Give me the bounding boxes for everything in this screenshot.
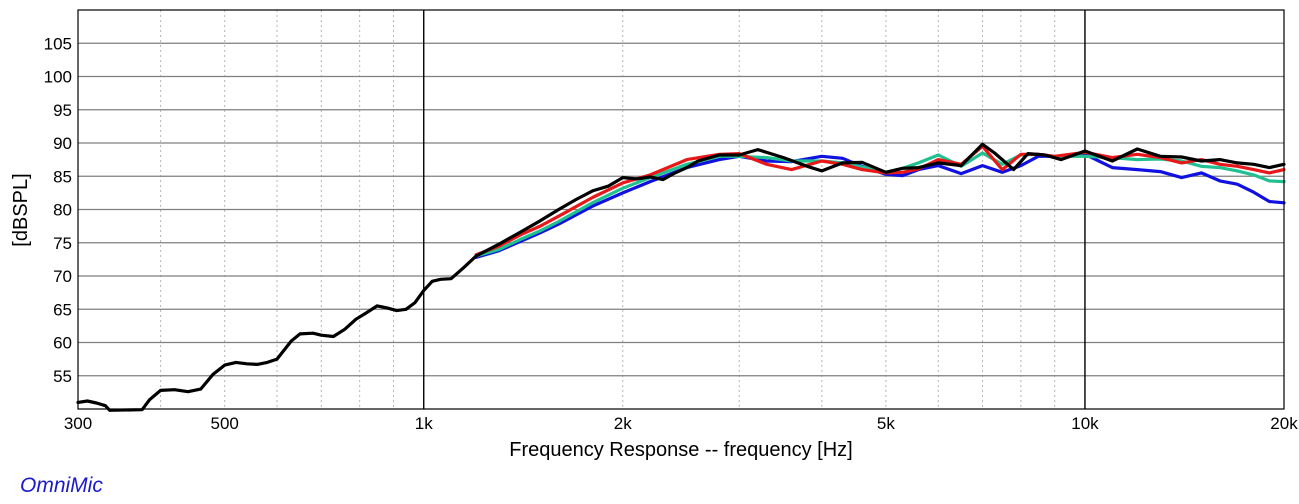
x-tick-label: 1k	[415, 414, 433, 433]
y-tick-label: 105	[44, 34, 72, 53]
grid-layer	[78, 10, 1284, 409]
y-tick-label: 55	[53, 367, 72, 386]
y-tick-label: 90	[53, 134, 72, 153]
y-tick-labels: 55 60 65 70 75 80 85 90 95 100 105	[44, 34, 72, 386]
series-layer	[76, 142, 1286, 412]
x-tick-label: 2k	[614, 414, 632, 433]
y-tick-label: 65	[53, 300, 72, 319]
x-tick-label: 20k	[1270, 414, 1298, 433]
plot-frame	[77, 9, 1285, 410]
series-line-4	[76, 142, 1286, 412]
y-tick-label: 60	[53, 334, 72, 353]
x-tick-label: 500	[211, 414, 239, 433]
y-tick-label: 95	[53, 101, 72, 120]
y-axis-label: [dBSPL]	[10, 173, 32, 246]
y-tick-label: 100	[44, 68, 72, 87]
brand-label: OmniMic	[20, 474, 103, 497]
y-tick-label: 70	[53, 267, 72, 286]
y-tick-label: 80	[53, 201, 72, 220]
x-tick-label: 10k	[1071, 414, 1099, 433]
x-axis-label: Frequency Response -- frequency [Hz]	[509, 439, 853, 461]
x-tick-label: 300	[64, 414, 92, 433]
y-tick-label: 75	[53, 234, 72, 253]
x-tick-labels: 300 500 1k 2k 5k 10k 20k	[64, 414, 1298, 433]
x-tick-label: 5k	[877, 414, 895, 433]
series-line-2	[474, 151, 1286, 258]
y-tick-label: 85	[53, 167, 72, 186]
